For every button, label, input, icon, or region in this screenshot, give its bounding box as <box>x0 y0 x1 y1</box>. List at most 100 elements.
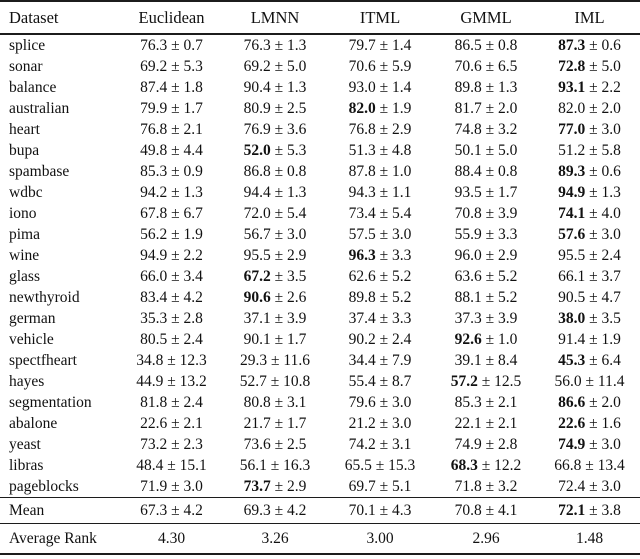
std-value: 3.8 <box>601 502 621 519</box>
score-cell: 51.2 ± 5.8 <box>558 142 621 159</box>
mean-value: 76.3 <box>243 37 271 54</box>
mean-value: 81.8 <box>140 394 168 411</box>
score-cell: 94.3 ± 1.1 <box>348 184 412 201</box>
mean-value: 74.9 <box>454 436 482 453</box>
score-cell: 69.3 ± 4.2 <box>223 497 327 524</box>
dataset-name: newthyroid <box>9 289 80 306</box>
mean-value: 90.6 <box>243 289 271 306</box>
std-value: 5.2 <box>392 289 412 306</box>
mean-value: 74.2 <box>348 436 376 453</box>
table-row: heart 76.8 ± 2.1 76.9 ± 3.6 76.8 ± 2.9 74.8 … <box>0 119 640 140</box>
score-cell: 89.3 ± 0.6 <box>558 163 621 180</box>
std-value: 2.3 <box>183 436 203 453</box>
std-value: 1.9 <box>601 331 621 348</box>
score-cell: 72.1 ± 3.8 <box>539 497 640 524</box>
std-value: 4.2 <box>183 502 203 519</box>
std-value: 3.0 <box>601 121 621 138</box>
score-cell: 21.2 ± 3.0 <box>348 415 412 432</box>
dataset-name: wdbc <box>9 184 43 201</box>
mean-value: 86.5 <box>454 37 482 54</box>
dataset-name: bupa <box>9 142 40 159</box>
mean-value: 37.3 <box>454 310 482 327</box>
mean-value: 74.8 <box>454 121 482 138</box>
mean-value: 74.1 <box>558 205 586 222</box>
mean-value: 90.5 <box>558 289 586 306</box>
score-cell: 87.8 ± 1.0 <box>348 163 412 180</box>
score-cell: 73.6 ± 2.5 <box>243 436 307 453</box>
score-cell: 86.8 ± 0.8 <box>243 163 307 180</box>
score-cell: 88.4 ± 0.8 <box>454 163 518 180</box>
std-value: 3.0 <box>392 394 412 411</box>
std-value: 6.5 <box>498 58 518 75</box>
std-value: 8.4 <box>498 352 518 369</box>
mean-value: 94.3 <box>348 184 376 201</box>
std-value: 4.2 <box>287 502 307 519</box>
rank-value: 3.00 <box>327 523 433 554</box>
std-value: 5.3 <box>183 58 203 75</box>
std-value: 5.0 <box>498 142 518 159</box>
std-value: 15.1 <box>179 457 207 474</box>
dataset-name: glass <box>9 268 40 285</box>
score-cell: 37.4 ± 3.3 <box>348 310 412 327</box>
score-cell: 94.4 ± 1.3 <box>243 184 307 201</box>
table-summary: Mean 67.3 ± 4.2 69.3 ± 4.2 70.1 ± 4.3 70.8 ±… <box>0 497 640 554</box>
std-value: 0.7 <box>183 37 203 54</box>
table-row: libras 48.4 ± 15.1 56.1 ± 16.3 65.5 ± 15.3 6… <box>0 455 640 476</box>
dataset-name: pima <box>9 226 40 243</box>
std-value: 15.3 <box>388 457 416 474</box>
score-cell: 73.2 ± 2.3 <box>140 436 203 453</box>
mean-value: 96.0 <box>454 247 482 264</box>
std-value: 2.9 <box>287 247 307 264</box>
std-value: 3.0 <box>287 226 307 243</box>
score-cell: 82.0 ± 2.0 <box>558 100 621 117</box>
mean-value: 93.0 <box>348 79 376 96</box>
std-value: 3.1 <box>392 436 412 453</box>
score-cell: 76.8 ± 2.9 <box>348 121 412 138</box>
std-value: 1.7 <box>183 100 203 117</box>
score-cell: 93.5 ± 1.7 <box>454 184 518 201</box>
mean-value: 79.9 <box>140 100 168 117</box>
mean-row-label: Mean <box>0 497 120 524</box>
std-value: 3.9 <box>287 310 307 327</box>
mean-value: 94.2 <box>140 184 168 201</box>
mean-value: 71.9 <box>140 478 168 495</box>
score-cell: 50.1 ± 5.0 <box>454 142 518 159</box>
std-value: 4.3 <box>392 502 412 519</box>
score-cell: 95.5 ± 2.9 <box>243 247 307 264</box>
mean-value: 52.7 <box>239 373 267 390</box>
mean-value: 72.0 <box>243 205 271 222</box>
table-row: newthyroid 83.4 ± 4.2 90.6 ± 2.6 89.8 ± 5.2… <box>0 287 640 308</box>
std-value: 2.8 <box>498 436 518 453</box>
score-cell: 79.9 ± 1.7 <box>140 100 203 117</box>
table-row: balance 87.4 ± 1.8 90.4 ± 1.3 93.0 ± 1.4 89.… <box>0 77 640 98</box>
std-value: 3.1 <box>287 394 307 411</box>
mean-value: 44.9 <box>136 373 164 390</box>
score-cell: 94.9 ± 1.3 <box>558 184 621 201</box>
dataset-name: spambase <box>9 163 70 180</box>
std-value: 4.8 <box>392 142 412 159</box>
mean-value: 55.4 <box>348 373 376 390</box>
mean-value: 45.3 <box>558 352 586 369</box>
mean-value: 73.6 <box>243 436 271 453</box>
std-value: 12.5 <box>494 373 522 390</box>
mean-value: 73.2 <box>140 436 168 453</box>
mean-value: 21.2 <box>348 415 376 432</box>
mean-value: 38.0 <box>558 310 586 327</box>
mean-value: 63.6 <box>454 268 482 285</box>
std-value: 1.3 <box>601 184 621 201</box>
score-cell: 80.5 ± 2.4 <box>140 331 203 348</box>
score-cell: 34.8 ± 12.3 <box>136 352 207 369</box>
mean-value: 29.3 <box>240 352 268 369</box>
std-value: 5.1 <box>392 478 412 495</box>
std-value: 13.4 <box>597 457 625 474</box>
score-cell: 29.3 ± 11.6 <box>240 352 310 369</box>
table-row: glass 66.0 ± 3.4 67.2 ± 3.5 62.6 ± 5.2 63.6 … <box>0 266 640 287</box>
column-header-gmml: GMML <box>433 1 539 35</box>
mean-value: 72.4 <box>558 478 586 495</box>
table-row: sonar 69.2 ± 5.3 69.2 ± 5.0 70.6 ± 5.9 70.6 … <box>0 56 640 77</box>
score-cell: 56.7 ± 3.0 <box>243 226 307 243</box>
std-value: 11.6 <box>283 352 310 369</box>
dataset-name: abalone <box>9 415 58 432</box>
score-cell: 76.3 ± 1.3 <box>243 37 307 54</box>
score-cell: 87.4 ± 1.8 <box>140 79 203 96</box>
